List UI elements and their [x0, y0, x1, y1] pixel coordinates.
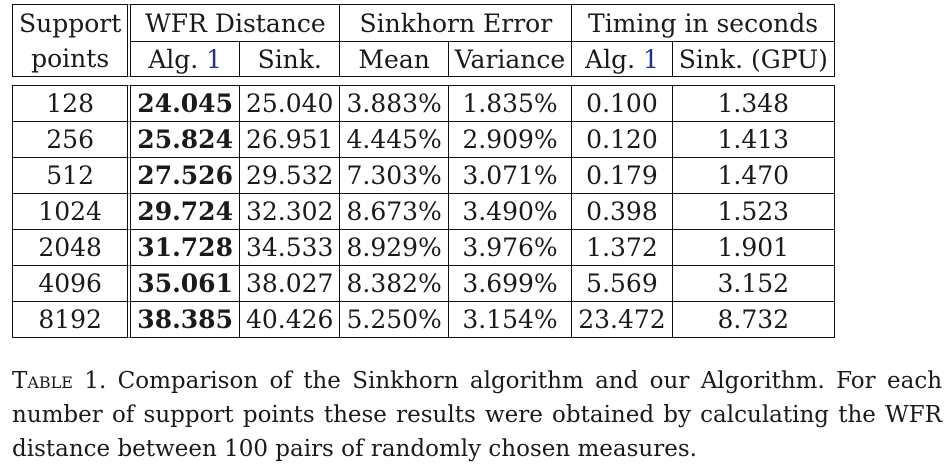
cell-time-sink: 1.413: [672, 122, 835, 158]
cell-error-variance: 3.699%: [448, 266, 573, 302]
cell-alg-distance: 31.728: [131, 230, 240, 266]
results-table: Support WFR Distance Sinkhorn Error Timi…: [12, 4, 835, 338]
cell-time-sink: 1.348: [672, 85, 835, 122]
header-variance: Variance: [448, 41, 573, 77]
table-row: 8192 38.385 40.426 5.250% 3.154% 23.472 …: [12, 302, 835, 338]
cell-time-sink: 8.732: [672, 302, 835, 338]
cell-alg-distance: 29.724: [131, 194, 240, 230]
cell-time-sink: 1.523: [672, 194, 835, 230]
table-row: 1024 29.724 32.302 8.673% 3.490% 0.398 1…: [12, 194, 835, 230]
header-timing: Timing in seconds: [572, 4, 835, 41]
cell-sink-distance: 29.532: [239, 158, 341, 194]
cell-error-variance: 3.154%: [448, 302, 573, 338]
table-body: 128 24.045 25.040 3.883% 1.835% 0.100 1.…: [12, 85, 835, 338]
cell-error-mean: 8.382%: [340, 266, 449, 302]
header-alg-label: Alg.: [148, 44, 199, 74]
cell-alg-distance: 38.385: [131, 302, 240, 338]
cell-error-mean: 8.929%: [340, 230, 449, 266]
header-alg: Alg. 1: [131, 41, 240, 77]
header-wfr-distance: WFR Distance: [131, 4, 341, 41]
cell-sink-distance: 25.040: [239, 85, 341, 122]
cell-error-variance: 2.909%: [448, 122, 573, 158]
cell-points: 256: [12, 122, 132, 158]
cell-points: 512: [12, 158, 132, 194]
cell-error-variance: 1.835%: [448, 85, 573, 122]
cell-sink-distance: 38.027: [239, 266, 341, 302]
header-time-sink: Sink. (GPU): [672, 41, 835, 77]
header-support: Support: [12, 4, 132, 41]
cell-time-alg: 0.398: [572, 194, 673, 230]
cell-sink-distance: 34.533: [239, 230, 341, 266]
cell-points: 128: [12, 85, 132, 122]
cell-sink-distance: 40.426: [239, 302, 341, 338]
cell-alg-distance: 35.061: [131, 266, 240, 302]
cell-error-variance: 3.071%: [448, 158, 573, 194]
cell-error-variance: 3.976%: [448, 230, 573, 266]
cell-error-mean: 8.673%: [340, 194, 449, 230]
cell-error-mean: 3.883%: [340, 85, 449, 122]
header-time-alg: Alg. 1: [572, 41, 673, 77]
header-time-alg-label: Alg.: [585, 44, 636, 74]
table-row: 4096 35.061 38.027 8.382% 3.699% 5.569 3…: [12, 266, 835, 302]
cell-error-mean: 7.303%: [340, 158, 449, 194]
cell-sink-distance: 26.951: [239, 122, 341, 158]
header-mean: Mean: [340, 41, 449, 77]
caption-text: Comparison of the Sinkhorn algorithm and…: [12, 368, 943, 462]
header-alg-ref-link[interactable]: 1: [206, 44, 223, 74]
header-sinkhorn-error: Sinkhorn Error: [340, 4, 573, 41]
table-row: 128 24.045 25.040 3.883% 1.835% 0.100 1.…: [12, 85, 835, 122]
cell-alg-distance: 25.824: [131, 122, 240, 158]
cell-time-alg: 0.179: [572, 158, 673, 194]
cell-alg-distance: 24.045: [131, 85, 240, 122]
table-row: 256 25.824 26.951 4.445% 2.909% 0.120 1.…: [12, 122, 835, 158]
cell-time-sink: 3.152: [672, 266, 835, 302]
cell-time-sink: 1.470: [672, 158, 835, 194]
cell-sink-distance: 32.302: [239, 194, 341, 230]
cell-alg-distance: 27.526: [131, 158, 240, 194]
cell-points: 8192: [12, 302, 132, 338]
table-row: 512 27.526 29.532 7.303% 3.071% 0.179 1.…: [12, 158, 835, 194]
cell-error-mean: 5.250%: [340, 302, 449, 338]
cell-points: 1024: [12, 194, 132, 230]
cell-error-mean: 4.445%: [340, 122, 449, 158]
table-caption: Table 1. Comparison of the Sinkhorn algo…: [12, 364, 942, 466]
results-table-container: Support WFR Distance Sinkhorn Error Timi…: [12, 4, 835, 338]
cell-time-alg: 1.372: [572, 230, 673, 266]
cell-time-alg: 5.569: [572, 266, 673, 302]
cell-time-alg: 0.120: [572, 122, 673, 158]
header-sink: Sink.: [239, 41, 341, 77]
header-time-alg-ref-link[interactable]: 1: [642, 44, 659, 74]
cell-time-alg: 23.472: [572, 302, 673, 338]
caption-label: Table 1.: [12, 368, 107, 394]
cell-time-alg: 0.100: [572, 85, 673, 122]
table-header: Support WFR Distance Sinkhorn Error Timi…: [12, 4, 835, 85]
cell-error-variance: 3.490%: [448, 194, 573, 230]
header-separator: [12, 77, 835, 85]
header-points: points: [12, 41, 132, 77]
cell-points: 4096: [12, 266, 132, 302]
cell-points: 2048: [12, 230, 132, 266]
cell-time-sink: 1.901: [672, 230, 835, 266]
table-row: 2048 31.728 34.533 8.929% 3.976% 1.372 1…: [12, 230, 835, 266]
